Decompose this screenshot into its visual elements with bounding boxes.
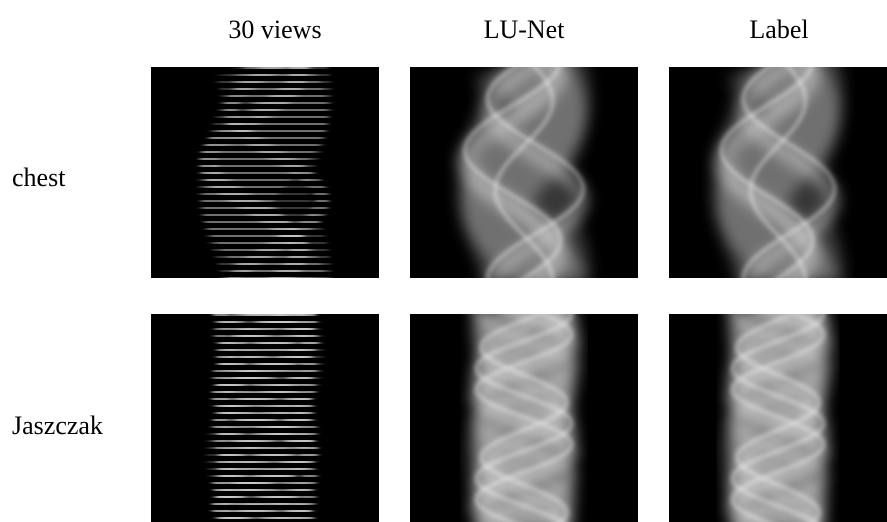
- missing-view-gap: [151, 90, 379, 95]
- column-header: Label: [749, 15, 808, 44]
- sinogram-band: [513, 57, 536, 285]
- missing-view-gap: [151, 498, 379, 503]
- missing-view-gap: [151, 76, 379, 81]
- missing-view-gap: [151, 181, 379, 186]
- missing-view-gap: [151, 435, 379, 440]
- missing-view-gap: [151, 351, 379, 356]
- missing-view-gap: [151, 491, 379, 496]
- missing-view-gap: [151, 97, 379, 102]
- figure: 30 views LU-Net Label chest Jaszczak: [0, 0, 887, 522]
- missing-view-gap: [151, 400, 379, 405]
- image: [669, 304, 887, 522]
- missing-view-gap: [151, 477, 379, 482]
- missing-view-gap: [151, 209, 379, 214]
- missing-view-gap: [151, 174, 379, 179]
- sinogram: [467, 57, 581, 285]
- image: [410, 304, 638, 522]
- sinogram-band: [767, 57, 789, 285]
- missing-view-gap: [151, 104, 379, 109]
- missing-view-gap: [151, 456, 379, 461]
- missing-view-gap: [151, 118, 379, 123]
- missing-view-gap: [151, 463, 379, 468]
- image: [669, 57, 887, 285]
- missing-view-gap: [151, 316, 379, 321]
- missing-view-gap: [151, 139, 379, 144]
- missing-view-gap: [151, 69, 379, 74]
- missing-view-gap: [151, 125, 379, 130]
- missing-view-gap: [151, 244, 379, 249]
- missing-view-gap: [151, 407, 379, 412]
- missing-view-gap: [151, 167, 379, 172]
- missing-view-gap: [151, 111, 379, 116]
- missing-view-gap: [151, 442, 379, 447]
- missing-view-gap: [151, 258, 379, 263]
- missing-view-gap: [151, 484, 379, 489]
- missing-view-gap: [151, 512, 379, 517]
- missing-view-gap: [151, 132, 379, 137]
- column-header: 30 views: [228, 15, 321, 44]
- sinogram: [734, 304, 821, 522]
- missing-view-gap: [151, 265, 379, 270]
- missing-view-gap: [151, 379, 379, 384]
- missing-view-gap: [151, 470, 379, 475]
- image-grid: [151, 57, 887, 522]
- missing-view-gap: [151, 372, 379, 377]
- missing-view-gap: [151, 153, 379, 158]
- sinogram-band: [247, 304, 283, 522]
- row-label: chest: [12, 163, 66, 192]
- missing-view-gap: [151, 330, 379, 335]
- image: [410, 57, 638, 285]
- missing-view-gap: [151, 414, 379, 419]
- missing-view-gap: [151, 160, 379, 165]
- image: [151, 304, 379, 522]
- missing-view-gap: [151, 188, 379, 193]
- missing-view-gap: [151, 216, 379, 221]
- missing-view-gap: [151, 323, 379, 328]
- column-header: LU-Net: [484, 15, 566, 44]
- missing-view-gap: [151, 251, 379, 256]
- missing-view-gap: [151, 337, 379, 342]
- missing-view-gap: [151, 421, 379, 426]
- missing-view-gap: [151, 365, 379, 370]
- missing-view-gap: [151, 272, 379, 277]
- missing-view-gap: [151, 83, 379, 88]
- missing-view-gap: [151, 202, 379, 207]
- missing-view-gap: [151, 195, 379, 200]
- sinogram: [219, 304, 310, 522]
- missing-view-gap: [151, 146, 379, 151]
- sinogram: [724, 57, 833, 285]
- image: [151, 57, 379, 285]
- missing-view-gap: [151, 505, 379, 510]
- sinogram: [478, 304, 569, 522]
- missing-view-gap: [151, 230, 379, 235]
- missing-view-gap: [151, 449, 379, 454]
- missing-view-gap: [151, 237, 379, 242]
- missing-view-gap: [151, 279, 379, 284]
- missing-view-gap: [151, 393, 379, 398]
- missing-view-gap: [151, 344, 379, 349]
- missing-view-gap: [151, 223, 379, 228]
- missing-view-gap: [151, 428, 379, 433]
- missing-view-gap: [151, 386, 379, 391]
- row-label: Jaszczak: [12, 411, 103, 440]
- missing-view-gap: [151, 358, 379, 363]
